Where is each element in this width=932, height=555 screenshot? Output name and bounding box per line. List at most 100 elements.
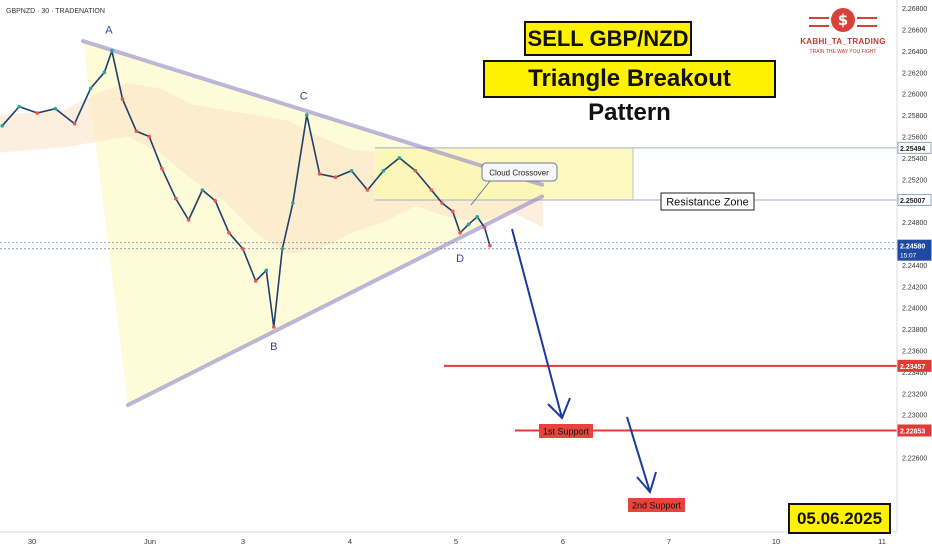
time-tick-label: Jun — [144, 537, 156, 546]
pivot-label-c: C — [300, 90, 308, 102]
dollar-coin-icon: $ — [831, 8, 855, 32]
breakout-arrow-1 — [511, 228, 563, 419]
price-tick-label: 2.23200 — [902, 391, 927, 398]
price-tick-label: 2.24800 — [902, 220, 927, 227]
ichimoku-cloud — [0, 83, 544, 255]
pivot-label-b: B — [270, 341, 277, 353]
price-point — [72, 121, 77, 126]
price-point — [291, 201, 295, 205]
time-axis — [0, 532, 897, 550]
price-tag-label: 2.23457 — [900, 364, 925, 371]
price-point — [102, 70, 107, 75]
breakout-arrow-2 — [626, 416, 651, 493]
price-point — [333, 175, 338, 179]
support-1-label: 1st Support — [543, 427, 590, 437]
price-tag — [897, 141, 932, 154]
price-tick-label: 2.25400 — [902, 156, 927, 163]
price-point — [241, 247, 245, 251]
price-tick-label: 2.24400 — [902, 263, 927, 270]
price-point — [110, 49, 114, 53]
price-tick-label: 2.26200 — [902, 70, 927, 77]
logo: $ KABHI_TA_TRADING TRAIN THE WAY YOU FIG… — [795, 6, 895, 64]
price-point — [213, 198, 217, 203]
price-point — [120, 97, 125, 101]
price-point — [349, 169, 354, 173]
price-point — [134, 129, 139, 133]
price-tick-label: 2.25600 — [902, 135, 927, 142]
price-tag — [897, 359, 932, 372]
logo-brand: KABHI_TA_TRADING — [800, 37, 886, 46]
support-1-label-box — [539, 424, 593, 438]
price-point — [317, 172, 322, 176]
triangle-upper-line — [81, 39, 545, 187]
price-point — [272, 325, 276, 329]
price-tick-label: 2.25200 — [902, 177, 927, 184]
title-primary: SELL GBP/NZD — [524, 21, 692, 56]
price-point — [0, 124, 4, 128]
callout-box — [481, 162, 558, 182]
price-tag-label: 2.22853 — [900, 428, 925, 435]
price-point — [475, 215, 480, 219]
price-tick-label: 2.24000 — [902, 306, 927, 313]
price-point — [53, 106, 58, 111]
price-point — [458, 231, 462, 235]
price-tag — [897, 193, 932, 206]
time-tick-label: 6 — [561, 537, 565, 546]
time-tick-label: 7 — [667, 537, 671, 546]
date-label: 05.06.2025 — [788, 503, 891, 534]
price-tick-label: 2.22600 — [902, 456, 927, 463]
price-point — [397, 156, 402, 160]
cloud-area — [0, 83, 544, 255]
price-point — [429, 188, 434, 192]
time-tick-label: 11 — [878, 537, 886, 546]
arrow-head-icon — [547, 397, 571, 420]
time-tick-label: 30 — [28, 537, 36, 546]
price-point — [440, 201, 444, 205]
triangle-lower-line — [125, 194, 545, 408]
price-tag-countdown: 15:07 — [900, 253, 917, 260]
price-tick-label: 2.23800 — [902, 327, 927, 334]
price-point — [200, 188, 205, 192]
price-point — [264, 268, 269, 273]
price-point — [147, 134, 151, 139]
price-point — [413, 169, 418, 173]
price-tag-label: 2.25007 — [900, 198, 925, 205]
wing-left-icon — [809, 17, 829, 27]
support-2-label-box — [628, 498, 685, 512]
price-tick-label: 2.23600 — [902, 349, 927, 356]
price-point — [186, 218, 191, 222]
arrow-head-icon — [636, 471, 657, 495]
price-point — [381, 169, 386, 173]
price-point — [482, 225, 487, 230]
time-tick-label: 10 — [772, 537, 780, 546]
price-tick-label: 2.26600 — [902, 28, 927, 35]
price-tag-label: 2.25494 — [900, 146, 925, 153]
wing-right-icon — [857, 17, 877, 27]
pivot-label-a: A — [105, 24, 113, 36]
price-point — [365, 188, 370, 192]
callout-pointer — [470, 180, 491, 206]
time-tick-label: 3 — [241, 537, 245, 546]
price-tick-label: 2.26800 — [902, 6, 927, 13]
price-point — [227, 231, 231, 235]
price-point — [280, 247, 285, 251]
price-tick-label: 2.25800 — [902, 113, 927, 120]
callout-cloud-crossover: Cloud Crossover — [489, 169, 549, 178]
price-point — [450, 209, 455, 214]
price-axis — [897, 0, 932, 550]
price-point — [253, 279, 258, 283]
price-tag-label: 2.24580 — [900, 244, 925, 251]
price-tag — [897, 239, 932, 261]
time-tick-label: 4 — [348, 537, 352, 546]
resistance-zone-label: Resistance Zone — [666, 197, 749, 209]
time-tick-label: 5 — [454, 537, 458, 546]
logo-tagline: TRAIN THE WAY YOU FIGHT — [809, 49, 877, 55]
price-tag — [897, 424, 932, 437]
pivot-label-d: D — [456, 253, 464, 265]
price-point — [160, 166, 164, 171]
price-point — [488, 243, 492, 248]
support-2-label: 2nd Support — [632, 501, 682, 511]
price-tick-label: 2.23000 — [902, 413, 927, 420]
